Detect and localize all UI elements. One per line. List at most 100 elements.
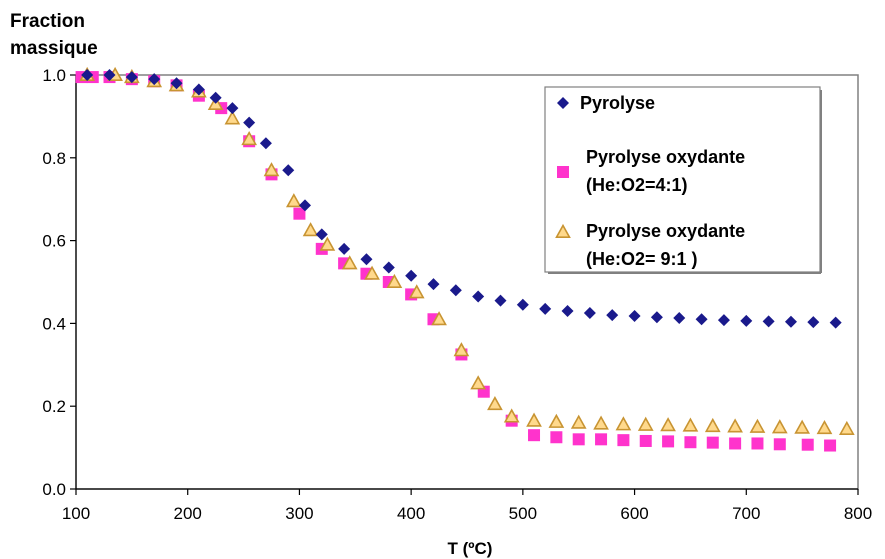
data-point-triangle (341, 255, 358, 270)
x-axis-label: T (ºC) (448, 539, 493, 558)
data-point-diamond (148, 73, 161, 86)
data-point-square (773, 438, 786, 451)
data-point-square (572, 433, 585, 446)
legend-marker-square (557, 166, 569, 178)
data-point-triangle (637, 416, 654, 431)
data-point-triangle (660, 417, 676, 432)
data-point-square (751, 437, 764, 450)
data-point-diamond (81, 69, 94, 81)
data-point-diamond (829, 316, 842, 329)
data-point-diamond (695, 313, 708, 326)
y-axis-label: Fraction massique (10, 8, 98, 62)
legend: Pyrolyse Pyrolyse oxydante (He:O2=4:1) Pyro… (544, 86, 822, 274)
y-tick-label: 0.4 (42, 314, 66, 333)
data-point-diamond (717, 314, 730, 327)
data-point-diamond (103, 69, 116, 81)
x-tick-label: 700 (732, 504, 760, 523)
data-point-triangle (241, 131, 258, 146)
data-point-triangle (682, 417, 699, 432)
y-tick-label: 0.2 (42, 397, 66, 416)
data-point-diamond (299, 199, 312, 212)
data-point-diamond (494, 294, 507, 307)
y-tick-label: 0.0 (42, 480, 66, 499)
data-point-diamond (784, 315, 797, 328)
data-point-triangle (319, 236, 336, 251)
data-point-square (824, 439, 837, 452)
x-tick-label: 200 (174, 504, 202, 523)
data-point-diamond (405, 269, 418, 282)
legend-items: Pyrolyse Pyrolyse oxydante (He:O2=4:1) Pyro… (555, 93, 745, 269)
data-point-triangle (224, 110, 241, 125)
data-point-diamond (628, 309, 641, 322)
data-point-triangle (771, 419, 788, 434)
data-point-triangle (704, 417, 721, 433)
series-diamond (81, 69, 842, 329)
x-tick-label: 100 (62, 504, 90, 523)
data-point-diamond (259, 137, 272, 150)
y-axis: 0.0 0.2 0.4 0.6 0.8 1.0 (42, 66, 77, 499)
data-point-diamond (516, 298, 529, 311)
series-triangle (79, 66, 855, 435)
data-point-triangle (302, 222, 319, 237)
data-point-triangle (593, 415, 609, 430)
data-point-diamond (382, 261, 395, 274)
data-point-square (293, 207, 306, 220)
data-point-triangle (727, 418, 743, 433)
data-point-triangle (548, 413, 565, 428)
data-point-diamond (561, 304, 574, 317)
data-point-diamond (125, 71, 138, 84)
data-point-triangle (615, 416, 632, 431)
data-point-diamond (740, 314, 753, 327)
data-point-triangle (470, 375, 487, 390)
data-point-diamond (650, 311, 663, 324)
data-point-diamond (315, 228, 328, 241)
data-point-triangle (570, 414, 587, 429)
data-point-diamond (606, 309, 619, 322)
data-point-triangle (794, 419, 811, 434)
y-axis-label-line1: Fraction (10, 11, 85, 32)
data-point-triangle (386, 273, 403, 289)
data-point-square (729, 437, 742, 450)
data-point-square (684, 436, 697, 449)
data-point-triangle (453, 342, 470, 357)
data-point-triangle (487, 395, 503, 411)
data-point-diamond (226, 102, 239, 115)
data-point-triangle (408, 284, 425, 299)
data-point-square (528, 429, 541, 442)
legend-label: Pyrolyse oxydante (586, 221, 745, 241)
x-tick-label: 800 (844, 504, 872, 523)
data-point-square (662, 435, 675, 448)
data-point-diamond (209, 91, 222, 104)
data-point-triangle (431, 311, 447, 326)
x-tick-label: 500 (509, 504, 537, 523)
y-axis-label-line2: massique (10, 38, 98, 59)
x-tick-label: 400 (397, 504, 425, 523)
data-point-square (639, 434, 652, 447)
data-point-diamond (762, 315, 775, 328)
x-axis: 100 200 300 400 500 600 700 800 (62, 488, 872, 523)
data-point-diamond (360, 253, 373, 266)
data-point-diamond (427, 278, 440, 291)
data-point-triangle (526, 412, 542, 427)
x-tick-label: 600 (620, 504, 648, 523)
data-point-diamond (282, 164, 295, 177)
data-point-square (801, 438, 814, 451)
data-point-diamond (243, 116, 256, 129)
y-tick-label: 1.0 (42, 66, 66, 85)
data-point-square (706, 436, 719, 449)
data-point-triangle (263, 162, 280, 177)
data-point-square (595, 433, 608, 446)
legend-label: (He:O2=4:1) (586, 175, 688, 195)
x-tick-label: 300 (285, 504, 313, 523)
data-point-diamond (807, 316, 820, 329)
data-point-diamond (539, 302, 552, 315)
legend-label: (He:O2= 9:1 ) (586, 249, 698, 269)
data-point-triangle (364, 265, 380, 280)
data-point-diamond (449, 284, 462, 297)
data-point-diamond (583, 307, 596, 320)
data-point-triangle (749, 418, 766, 433)
series-layer (75, 66, 855, 452)
data-point-triangle (838, 420, 855, 435)
data-point-diamond (192, 83, 205, 96)
